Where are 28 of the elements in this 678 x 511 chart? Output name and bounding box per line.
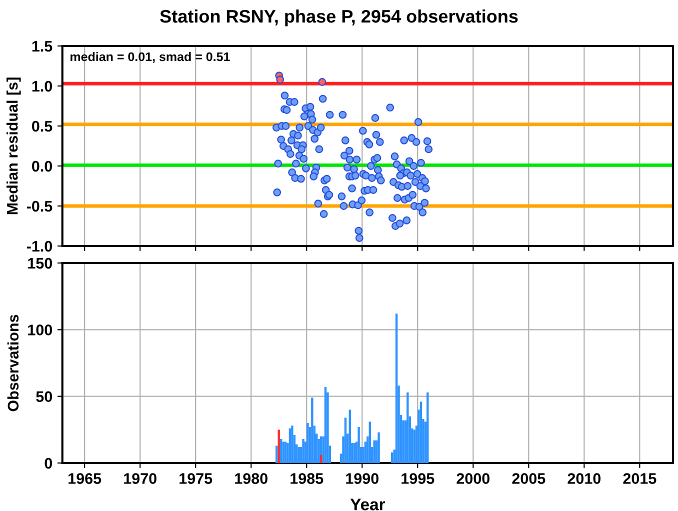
x-tick-label: 2010 (568, 473, 601, 484)
chart-title: Station RSNY, phase P, 2954 observations (160, 9, 518, 26)
x-tick-label: 1975 (180, 473, 212, 484)
point (276, 76, 284, 84)
y-tick-label: 150 (28, 258, 52, 269)
x-tick-label: 1965 (68, 473, 102, 484)
y-tick-label: 0.5 (32, 120, 52, 132)
y-tick-label: 0 (44, 458, 52, 469)
x-tick-label: 1970 (124, 473, 156, 484)
y-axis-title: Observations (7, 314, 19, 412)
y-tick-label: -1.0 (26, 240, 52, 252)
x-tick-label: 1980 (235, 473, 268, 484)
x-tick-label: 2000 (456, 473, 490, 484)
x-axis-title: Year (350, 498, 386, 510)
annotation: median = 0.01, smad = 0.51 (70, 52, 230, 63)
x-tick-label: 1990 (346, 473, 378, 484)
y-tick-label: 1.0 (32, 80, 52, 92)
y-tick-label: 1.5 (32, 41, 52, 52)
x-tick-label: 2015 (623, 473, 656, 484)
x-tick-label: 1985 (290, 473, 324, 484)
x-tick-label: 2005 (512, 473, 546, 484)
y-tick-label: 50 (36, 391, 52, 402)
x-tick-label: 1995 (402, 473, 434, 484)
y-axis-title: Median residual [s] (6, 78, 21, 214)
y-tick-label: -0.5 (26, 200, 52, 212)
y-tick-label: 100 (28, 324, 52, 336)
y-tick-label: 0.0 (32, 160, 52, 172)
point (318, 78, 326, 86)
